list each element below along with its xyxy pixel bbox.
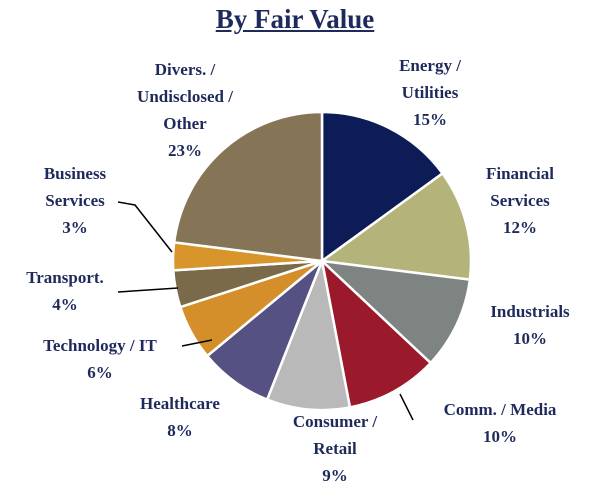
slice-label: Energy / Utilities 15% bbox=[375, 52, 485, 133]
chart-title: By Fair Value bbox=[215, 4, 375, 34]
value-label: 10% bbox=[483, 427, 517, 446]
category-label: Technology / IT bbox=[43, 336, 157, 355]
slices bbox=[171, 110, 473, 412]
pie-slice bbox=[172, 110, 324, 263]
category-label: Healthcare bbox=[140, 394, 220, 413]
value-label: 9% bbox=[322, 466, 348, 484]
pie-slice bbox=[320, 110, 445, 264]
leader-line bbox=[399, 393, 414, 421]
slice-label: Transport. 4% bbox=[0, 264, 130, 318]
category-label: Transport. bbox=[26, 268, 104, 287]
pie-slice bbox=[320, 257, 433, 409]
category-label: Comm. / Media bbox=[443, 400, 557, 419]
pie-slice bbox=[318, 171, 473, 282]
category-label: Consumer / Retail bbox=[292, 412, 378, 458]
slice-label: Healthcare 8% bbox=[110, 390, 250, 444]
leader-line bbox=[181, 339, 213, 347]
value-label: 6% bbox=[87, 363, 113, 382]
value-label: 4% bbox=[52, 295, 78, 314]
slice-label: Technology / IT 6% bbox=[10, 332, 190, 386]
value-label: 12% bbox=[503, 218, 537, 237]
value-label: 23% bbox=[168, 141, 202, 160]
value-label: 8% bbox=[167, 421, 193, 440]
category-label: Financial Services bbox=[485, 164, 554, 210]
slice-label: Financial Services 12% bbox=[465, 160, 575, 241]
category-label: Business Services bbox=[43, 164, 107, 210]
slice-label: Comm. / Media 10% bbox=[420, 396, 580, 450]
category-label: Industrials bbox=[490, 302, 570, 321]
value-label: 15% bbox=[413, 110, 447, 129]
leader-line bbox=[117, 287, 179, 293]
slice-label: Industrials 10% bbox=[465, 298, 590, 352]
pie-slice bbox=[318, 259, 472, 365]
leader-line bbox=[117, 201, 173, 253]
pie-slice bbox=[265, 256, 352, 412]
slice-label: Consumer / Retail 9% bbox=[270, 408, 400, 484]
slice-label: Divers. / Undisclosed / Other 23% bbox=[120, 56, 250, 164]
slice-label: Business Services 3% bbox=[15, 160, 135, 241]
category-label: Energy / Utilities bbox=[399, 56, 461, 102]
value-label: 3% bbox=[62, 218, 88, 237]
value-label: 10% bbox=[513, 329, 547, 348]
category-label: Divers. / Undisclosed / Other bbox=[137, 60, 233, 133]
